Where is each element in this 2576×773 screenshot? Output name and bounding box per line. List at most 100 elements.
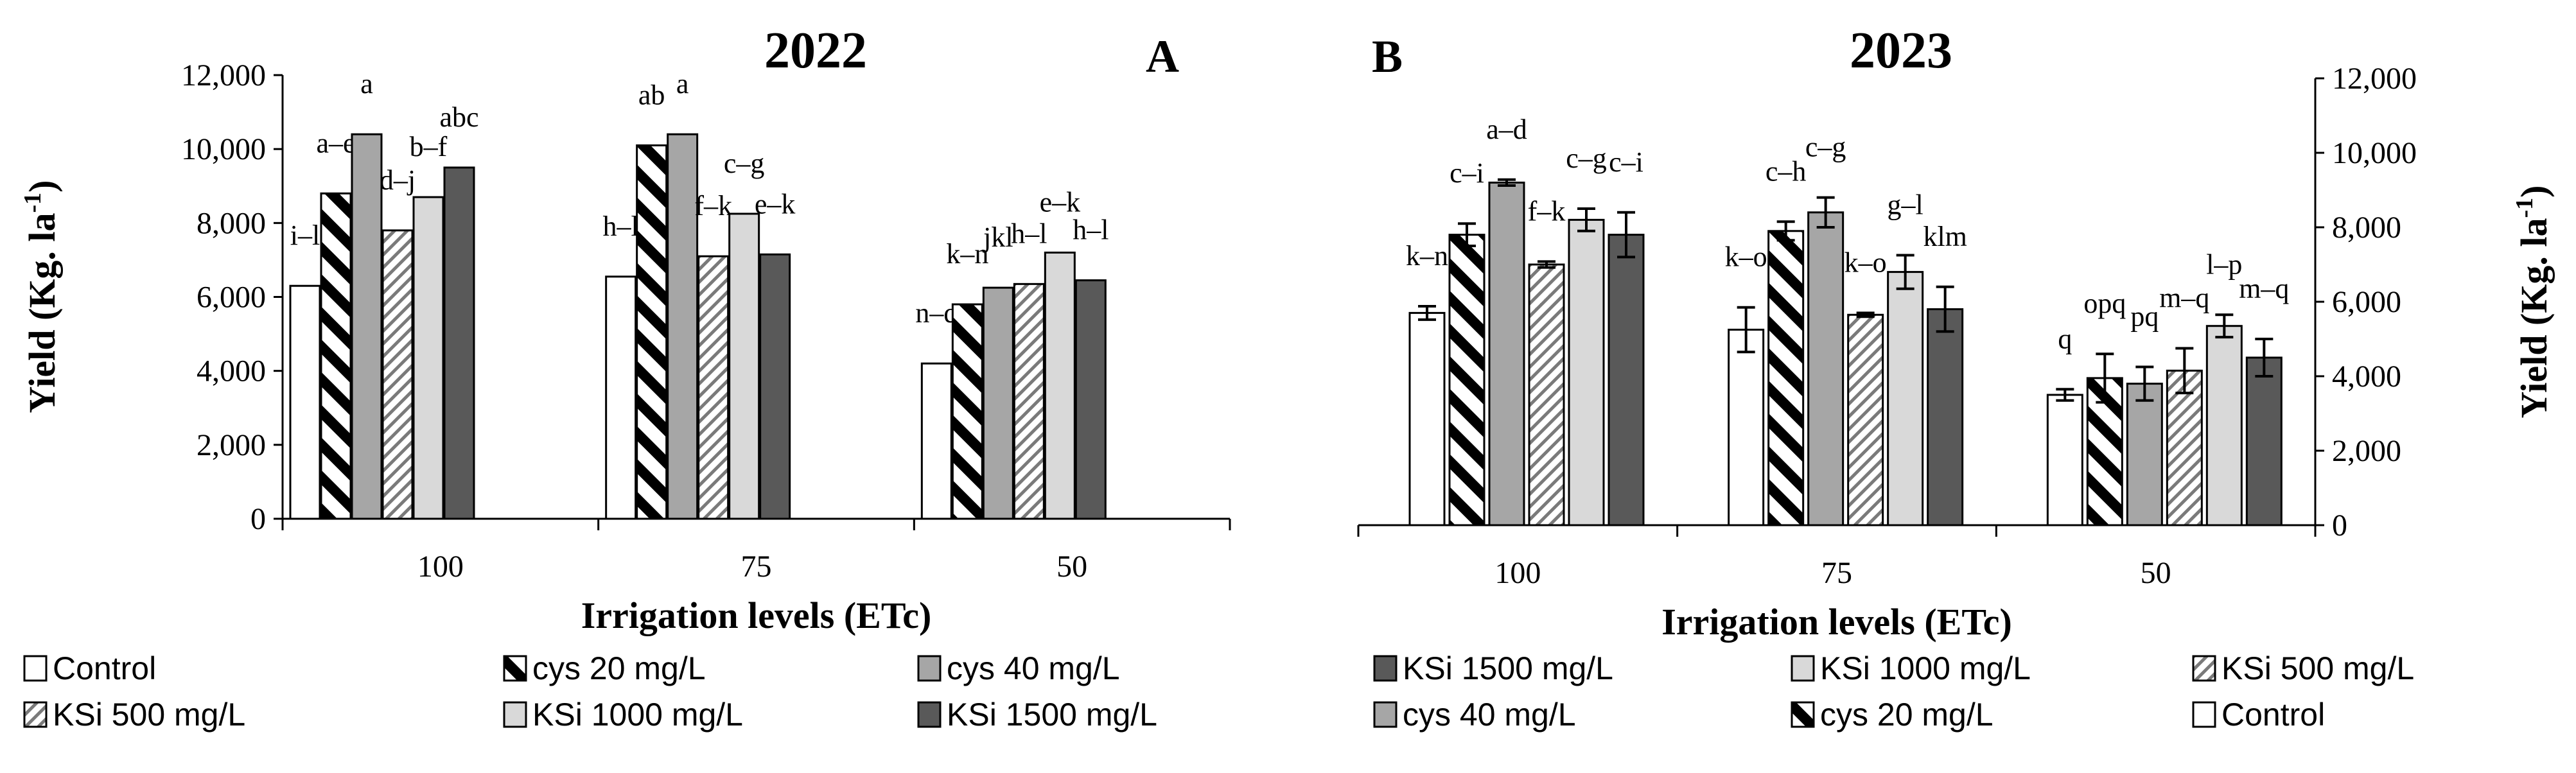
panel-b-bar-cys-40-mg-l-75 xyxy=(1807,211,1844,526)
panel-b-legend-swatch-ksi-1000-mg-l xyxy=(1791,655,1815,682)
panel-a-significance-letter: k–n xyxy=(946,238,988,270)
panel-b-bar-control-75 xyxy=(1728,329,1765,526)
panel-a-y-tick-label: 12,000 xyxy=(181,58,266,92)
panel-a-y-tick-label: 10,000 xyxy=(181,132,266,166)
panel-a-y-tick-label: 6,000 xyxy=(197,281,266,315)
panel-a-bar-ksi-1500-mg-l-50 xyxy=(1074,279,1107,520)
panel-b-significance-letter: k–n xyxy=(1406,240,1448,272)
panel-b-legend-swatch-ksi-1500-mg-l xyxy=(1373,655,1398,682)
panel-b-significance-letter: l–p xyxy=(2206,248,2242,280)
panel-a-bar-ksi-1000-mg-l-100 xyxy=(412,196,444,520)
panel-a-y-tick-label: 2,000 xyxy=(197,428,266,462)
panel-a-x-tick-label: 50 xyxy=(1056,550,1087,584)
panel-b-bar-cys-40-mg-l-50 xyxy=(2126,383,2163,526)
panel-b-y-tick-label: 12,000 xyxy=(2332,62,2417,96)
panel-b-y-tick-label: 4,000 xyxy=(2332,360,2401,394)
panel-b-significance-letter: a–d xyxy=(1486,114,1527,145)
panel-a-significance-letter: a xyxy=(676,68,689,100)
panel-b-significance-letter: q xyxy=(2058,323,2072,354)
panel-a-legend-swatch-ksi-1500-mg-l xyxy=(917,701,942,728)
panel-a-significance-letter: c–g xyxy=(724,148,765,179)
panel-a-bar-control-75 xyxy=(605,275,637,520)
panel-a-title: 2022 xyxy=(764,22,867,79)
panel-b-bar-ksi-1000-mg-l-50 xyxy=(2205,325,2243,526)
panel-b-y-axis-title-end: ) xyxy=(2513,186,2555,198)
panel-b-legend-swatch-control xyxy=(2192,701,2216,728)
panel-b-x-tick-label: 100 xyxy=(1494,556,1541,590)
panel-a-significance-letter: b–f xyxy=(410,131,448,162)
panel-a-y-tick-label: 0 xyxy=(250,502,266,536)
panel-b-significance-letter: opq xyxy=(2083,288,2126,319)
panel-b-significance-letter: m–q xyxy=(2239,273,2289,304)
panel-b-bar-ksi-1000-mg-l-100 xyxy=(1568,218,1605,526)
panel-a-label: A xyxy=(1146,31,1179,82)
panel-a-significance-letter: n–q xyxy=(915,297,958,329)
panel-a-bar-cys-20-mg-l-50 xyxy=(951,303,983,520)
panel-a-legend-label-cys-20-mg-l: cys 20 mg/L xyxy=(532,650,706,686)
panel-b-label: B xyxy=(1372,31,1403,82)
panel-a-y-tick-label: 4,000 xyxy=(197,354,266,388)
panel-b-bar-cys-40-mg-l-100 xyxy=(1488,181,1525,526)
panel-a-legend-swatch-ksi-1000-mg-l xyxy=(503,701,527,728)
panel-b-significance-letter: k–o xyxy=(1725,241,1767,273)
panel-b-y-tick-label: 8,000 xyxy=(2332,211,2401,245)
panel-a-bar-control-50 xyxy=(920,362,952,520)
panel-b-title: 2023 xyxy=(1850,22,1952,79)
panel-b-bar-control-50 xyxy=(2046,394,2083,526)
panel-b-legend-label-cys-20-mg-l: cys 20 mg/L xyxy=(1820,697,1993,733)
panel-b-legend-label-ksi-1000-mg-l: KSi 1000 mg/L xyxy=(1820,650,2031,686)
panel-a-significance-letter: ab xyxy=(638,79,665,110)
panel-b-significance-letter: k–o xyxy=(1844,247,1887,278)
panel-b-bar-control-100 xyxy=(1408,311,1446,526)
panel-a-legend-swatch-control xyxy=(23,655,48,682)
panel-a-legend-swatch-cys-20-mg-l xyxy=(503,655,527,682)
panel-a-significance-letter: a xyxy=(360,68,373,100)
panel-a-significance-letter: f–k xyxy=(694,190,732,221)
panel-b-legend-swatch-cys-40-mg-l xyxy=(1373,701,1398,728)
panel-b-bar-ksi-1000-mg-l-75 xyxy=(1887,271,1924,526)
panel-a-y-axis-title-main: Yield (Kg. la xyxy=(21,213,63,413)
panel-a-legend-swatch-cys-40-mg-l xyxy=(917,655,942,682)
panel-b-legend-swatch-ksi-500-mg-l xyxy=(2192,655,2216,682)
panel-a-significance-letter: a–e xyxy=(316,127,355,159)
panel-b-significance-letter: c–i xyxy=(1450,157,1484,189)
panel-a-significance-letter: i–l xyxy=(290,220,320,251)
panel-a-bar-ksi-500-mg-l-50 xyxy=(1013,282,1045,520)
panel-b-significance-letter: c–i xyxy=(1609,146,1643,178)
panel-b-legend-swatch-cys-20-mg-l xyxy=(1791,701,1815,728)
panel-a-significance-letter: e–k xyxy=(1040,186,1081,218)
panel-b-y-tick-label: 0 xyxy=(2332,508,2347,543)
panel-a-bar-cys-20-mg-l-100 xyxy=(320,192,352,520)
panel-b-x-tick-label: 50 xyxy=(2141,556,2171,590)
panel-a-bar-cys-40-mg-l-100 xyxy=(351,133,383,520)
panel-a-significance-letter: h–l xyxy=(1073,214,1108,246)
panel-b-bar-cys-20-mg-l-75 xyxy=(1767,230,1805,526)
panel-a-bar-control-100 xyxy=(289,284,321,520)
panel-b-significance-letter: c–h xyxy=(1766,155,1807,187)
panel-a-legend-label-cys-40-mg-l: cys 40 mg/L xyxy=(947,650,1120,686)
panel-b-legend-label-cys-40-mg-l: cys 40 mg/L xyxy=(1403,697,1576,733)
panel-a-2022: 0 2,000 4,000 6,000 8,000 10,000 12,000 100 75 50… xyxy=(19,22,1231,733)
panel-b-y-tick-label: 2,000 xyxy=(2332,434,2401,468)
panel-a-bar-cys-40-mg-l-75 xyxy=(667,133,699,520)
panel-b-x-axis-title: Irrigation levels (ETc) xyxy=(1661,601,2012,643)
panel-a-significance-letter: h–l xyxy=(603,211,639,242)
panel-a-y-axis-title-end: ) xyxy=(21,180,63,193)
panel-b-legend-label-control: Control xyxy=(2221,697,2325,733)
panel-b-y-axis-title: Yield (Kg. la-1) xyxy=(2511,186,2555,419)
panel-a-significance-letter: e–k xyxy=(755,188,796,220)
panel-b-legend-label-ksi-500-mg-l: KSi 500 mg/L xyxy=(2221,650,2414,686)
panel-b-y-axis-title-main: Yield (Kg. la xyxy=(2513,218,2555,418)
panel-b-significance-letter: klm xyxy=(1923,221,1967,252)
panel-b-x-tick-label: 75 xyxy=(1821,556,1852,590)
panel-a-bar-ksi-500-mg-l-75 xyxy=(697,255,730,520)
panel-b-bar-ksi-500-mg-l-100 xyxy=(1528,263,1565,526)
panel-b-significance-letter: m–q xyxy=(2159,282,2209,314)
panel-a-significance-letter: abc xyxy=(439,101,478,133)
panel-b-bar-ksi-1500-mg-l-100 xyxy=(1608,234,1645,526)
panel-b-legend-label-ksi-1500-mg-l: KSi 1500 mg/L xyxy=(1403,650,1613,686)
panel-b-significance-letter: g–l xyxy=(1888,189,1923,221)
panel-a-legend-swatch-ksi-500-mg-l xyxy=(23,701,48,728)
panel-a-x-tick-label: 100 xyxy=(417,550,464,584)
